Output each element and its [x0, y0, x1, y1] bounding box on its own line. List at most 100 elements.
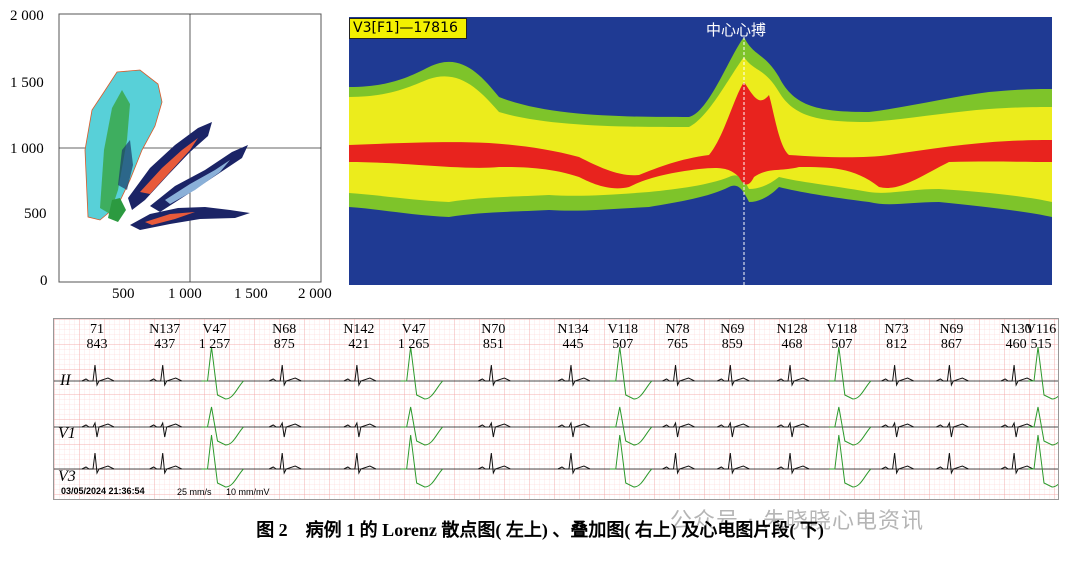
beat-hr: N130: [1000, 322, 1032, 337]
beat-annotation: V47 1 265: [388, 322, 440, 352]
overlay-title: V3[F1]—17816: [349, 18, 467, 39]
beat-hr: 71: [90, 322, 104, 337]
beat-hr: N69: [939, 322, 964, 337]
ecg-beat-normal: [81, 421, 115, 438]
ecg-beat-normal: [557, 364, 591, 387]
beat-annotation: V116 515: [1015, 322, 1067, 352]
beat-rr: 507: [831, 337, 853, 352]
ecg-beat-normal: [662, 452, 695, 475]
ecg-beat-normal: [149, 364, 182, 387]
beat-hr: N78: [665, 322, 690, 337]
ecg-canvas: [54, 319, 1058, 499]
beat-rr: 843: [86, 337, 108, 352]
ecg-beat-normal: [149, 452, 182, 475]
beat-annotation: V118 507: [597, 322, 649, 352]
beat-annotation: N134 445: [547, 322, 599, 352]
beat-rr: 1 257: [198, 337, 231, 352]
beat-hr: N142: [343, 322, 375, 337]
lorenz-diag-cluster-3-core: [145, 212, 195, 225]
ecg-beat-normal: [478, 364, 511, 387]
ecg-strip: [53, 318, 1059, 500]
lorenz-plot: 2 000 1 500 1 000 500 0 500 1 000 1 500 …: [0, 0, 340, 302]
ecg-beat-normal: [881, 452, 914, 475]
beat-annotation: V47 1 257: [189, 322, 241, 352]
watermark: 公众号 · 朱晓晓心电资讯: [670, 509, 924, 534]
ecg-beat-ventricular: [400, 346, 444, 400]
lorenz-y-tick: 500: [24, 206, 47, 222]
ecg-beat-normal: [717, 452, 750, 475]
ecg-beat-normal: [881, 421, 914, 438]
ecg-beat-ventricular: [201, 406, 244, 446]
ecg-beat-normal: [478, 452, 511, 475]
ecg-beat-normal: [1000, 364, 1034, 387]
beat-rr: 859: [721, 337, 743, 352]
ecg-beat-ventricular: [201, 434, 244, 488]
ecg-beat-ventricular: [201, 346, 244, 400]
beat-hr: N134: [557, 322, 589, 337]
beat-rr: 507: [612, 337, 634, 352]
figure-caption: 图 2 病例 1 的 Lorenz 散点图( 左上) 、叠加图( 右上) 及心电…: [256, 520, 824, 540]
ecg-beat-normal: [662, 421, 695, 438]
beat-rr: 1 265: [397, 337, 430, 352]
beat-rr: 867: [940, 337, 962, 352]
lorenz-y-tick: 2 000: [10, 8, 44, 24]
ecg-beat-normal: [1000, 421, 1034, 438]
ecg-beat-normal: [343, 421, 377, 438]
ecg-beat-normal: [557, 421, 591, 438]
beat-hr: N69: [720, 322, 745, 337]
ecg-annotations: 71 843 N137 437 V47 1 257 N68 875 N142 421 V47 1 26…: [53, 322, 1057, 356]
beat-hr: V118: [607, 322, 639, 337]
lorenz-x-tick: 1 000: [168, 286, 202, 302]
lorenz-y-tick: 0: [40, 273, 48, 289]
beat-rr: 875: [273, 337, 295, 352]
beat-annotation: 71 843: [71, 322, 123, 352]
ecg-beat-normal: [936, 421, 969, 438]
lead-label-v1: V1: [58, 425, 76, 442]
ecg-beat-normal: [81, 364, 115, 387]
beat-hr: N73: [884, 322, 909, 337]
ecg-beat-normal: [662, 364, 695, 387]
beat-rr: 460: [1005, 337, 1027, 352]
ecg-traces: [54, 346, 1058, 488]
ecg-beat-normal: [776, 364, 810, 387]
lorenz-y-tick: 1 000: [10, 141, 44, 157]
beat-hr: N137: [149, 322, 181, 337]
beat-annotation: N69 859: [706, 322, 758, 352]
ecg-beat-normal: [776, 421, 810, 438]
overlay-canvas: [349, 17, 1052, 285]
ecg-beat-ventricular: [609, 346, 653, 400]
beat-hr: V116: [1025, 322, 1057, 337]
beat-rr: 515: [1030, 337, 1052, 352]
lorenz-diag-cluster-3: [130, 207, 250, 230]
beat-annotation: N128 468: [766, 322, 818, 352]
ecg-beat-normal: [343, 364, 377, 387]
overlay-center-label: 中心心搏: [706, 21, 767, 39]
ecg-speed: 25 mm/s: [177, 487, 212, 497]
beat-hr: N128: [776, 322, 808, 337]
ecg-gain: 10 mm/mV: [226, 487, 270, 497]
ecg-beat-ventricular: [1028, 434, 1058, 488]
ecg-beat-normal: [936, 364, 969, 387]
ecg-beat-normal: [343, 452, 377, 475]
beat-annotation: N69 867: [925, 322, 977, 352]
ecg-beat-normal: [478, 421, 511, 438]
ecg-beat-normal: [268, 452, 302, 475]
ecg-beat-ventricular: [609, 434, 653, 488]
beat-hr: V118: [826, 322, 858, 337]
ecg-beat-normal: [268, 421, 302, 438]
beat-rr: 421: [348, 337, 370, 352]
beat-hr: V47: [401, 322, 426, 337]
ecg-beat-normal: [717, 364, 750, 387]
lorenz-x-tick: 2 000: [298, 286, 332, 302]
lorenz-green-cluster: [100, 90, 130, 214]
beat-rr: 437: [154, 337, 176, 352]
ecg-beat-normal: [776, 452, 810, 475]
ecg-beat-ventricular: [609, 406, 653, 446]
lorenz-y-tick: 1 500: [10, 75, 44, 91]
lorenz-x-tick: 500: [112, 286, 135, 302]
lorenz-dark-streak: [118, 140, 133, 190]
beat-hr: N68: [272, 322, 297, 337]
lorenz-x-tick: 1 500: [234, 286, 268, 302]
beat-annotation: N73 812: [871, 322, 923, 352]
beat-annotation: N70 851: [467, 322, 519, 352]
